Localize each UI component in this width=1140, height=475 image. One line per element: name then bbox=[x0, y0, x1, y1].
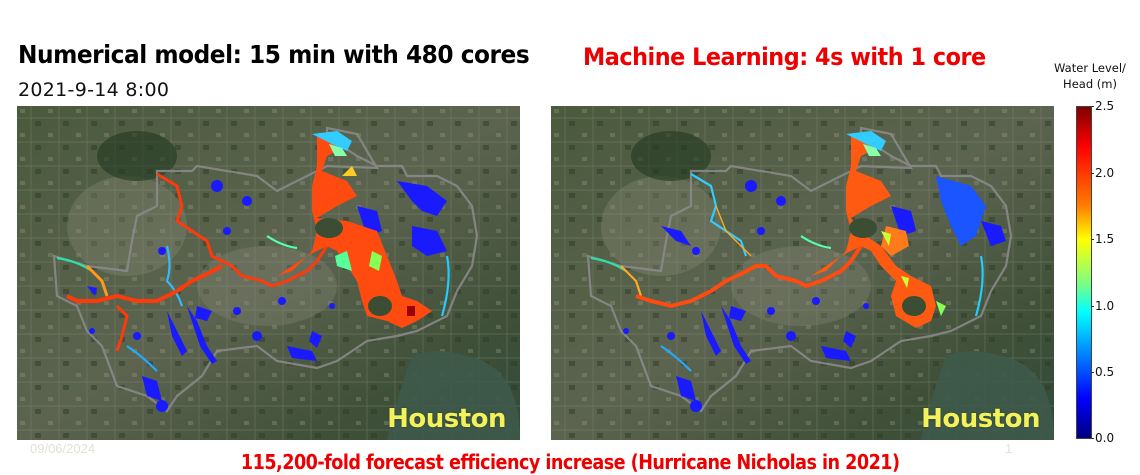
colorbar-tick-label: 0.5 bbox=[1095, 365, 1115, 379]
colorbar-tick-label: 1.5 bbox=[1095, 232, 1115, 246]
city-label-houston: Houston bbox=[921, 404, 1040, 434]
colorbar-tick-mark bbox=[1091, 372, 1094, 373]
timestamp: 2021-9-14 8:00 bbox=[18, 79, 170, 101]
colorbar-tick-mark bbox=[1091, 239, 1094, 240]
flood-map-graphic bbox=[17, 106, 520, 440]
flood-map-graphic bbox=[551, 106, 1054, 440]
machine-learning-title: Machine Learning: 4s with 1 core bbox=[583, 43, 986, 71]
water-level-colorbar bbox=[1076, 106, 1092, 439]
colorbar-title: Water Level/ Head (m) bbox=[1040, 60, 1140, 92]
colorbar-tick-mark bbox=[1091, 106, 1094, 107]
colorbar-tick-label: 0.0 bbox=[1095, 431, 1115, 445]
machine-learning-flood-map: Houston bbox=[551, 106, 1054, 440]
colorbar-tick-label: 2.5 bbox=[1095, 99, 1115, 113]
slide-page-number: 1 bbox=[1005, 441, 1013, 456]
city-label-houston: Houston bbox=[387, 404, 506, 434]
colorbar-title-line2: Head (m) bbox=[1063, 77, 1117, 91]
colorbar-title-line1: Water Level/ bbox=[1054, 61, 1126, 75]
colorbar-tick-mark bbox=[1091, 438, 1094, 439]
colorbar-tick-label: 2.0 bbox=[1095, 166, 1115, 180]
numerical-model-title: Numerical model: 15 min with 480 cores bbox=[18, 40, 530, 69]
numerical-model-flood-map: Houston bbox=[17, 106, 520, 440]
colorbar-tick-mark bbox=[1091, 306, 1094, 307]
slide-date: 09/06/2024 bbox=[30, 441, 96, 456]
colorbar-tick-mark bbox=[1091, 173, 1094, 174]
efficiency-caption: 115,200-fold forecast efficiency increas… bbox=[0, 450, 1140, 474]
efficiency-caption-text: 115,200-fold forecast efficiency increas… bbox=[240, 450, 900, 474]
colorbar-tick-label: 1.0 bbox=[1095, 299, 1115, 313]
